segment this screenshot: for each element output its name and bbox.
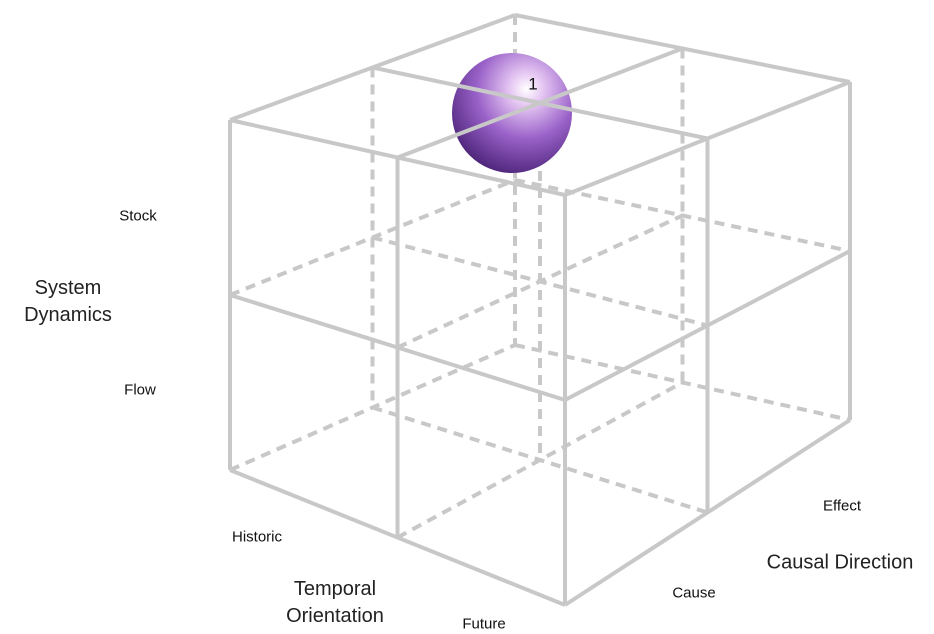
- level-label: Stock: [119, 207, 157, 225]
- level-label: Cause: [672, 584, 716, 602]
- axis-title: Causal Direction: [766, 551, 914, 574]
- level-label: Effect: [822, 497, 862, 515]
- visible-edges: [228, 13, 852, 607]
- axis-title: System Dynamics: [24, 277, 112, 326]
- edge: [396, 46, 684, 160]
- hidden-edge: [396, 380, 684, 540]
- level-label: Future: [462, 615, 506, 633]
- level-label: Historic: [231, 528, 283, 546]
- edge: [514, 13, 851, 84]
- edge: [563, 418, 852, 607]
- marker-label: 1: [528, 74, 537, 93]
- axis-title: Temporal Orientation: [286, 578, 384, 627]
- hidden-edge: [514, 343, 851, 422]
- level-label: Flow: [124, 381, 156, 399]
